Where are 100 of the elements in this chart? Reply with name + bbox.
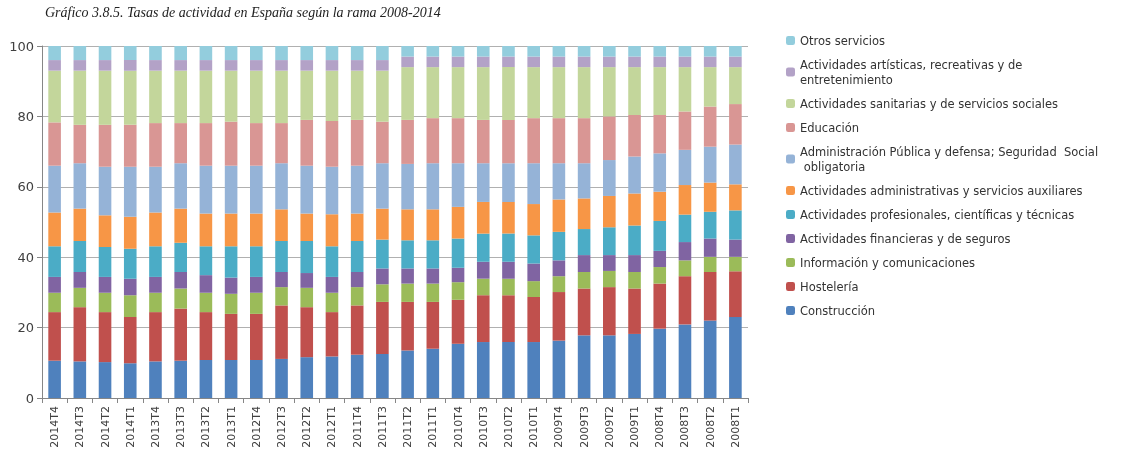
bar	[199, 312, 213, 360]
bar	[250, 165, 263, 214]
bar	[426, 67, 440, 119]
bar	[426, 56, 440, 68]
bar	[224, 313, 238, 360]
bar	[577, 288, 591, 336]
bar	[48, 165, 61, 213]
bar	[577, 118, 591, 164]
bar	[603, 116, 616, 161]
bar	[703, 146, 717, 183]
bar	[577, 46, 591, 57]
bar	[653, 56, 667, 68]
x-tick-label: 2008T4	[653, 406, 667, 448]
chart-title: Gráfico 3.8.5. Tasas de actividad en España según la rama 2008-2014	[45, 4, 441, 20]
legend-label: Actividades financieras y de seguros	[800, 231, 1011, 246]
bar	[401, 209, 414, 241]
bar	[552, 67, 566, 119]
bar	[250, 213, 263, 247]
bar	[552, 276, 566, 293]
bar	[300, 357, 314, 398]
bar	[250, 313, 263, 360]
bar	[275, 60, 288, 71]
bar	[350, 354, 364, 398]
bar	[451, 238, 465, 268]
bar	[577, 67, 591, 119]
bar	[703, 56, 717, 68]
bar	[476, 56, 490, 68]
bar	[603, 335, 616, 398]
bar	[653, 267, 667, 284]
bar	[401, 163, 414, 210]
bar	[577, 198, 591, 230]
bar	[476, 295, 490, 343]
bar	[199, 359, 213, 398]
bar	[224, 121, 238, 166]
x-tick-label: 2011T3	[375, 406, 389, 448]
bar	[350, 70, 364, 120]
legend-label: Administración Pública y defensa; Seguridad Social obligatoria	[800, 144, 1099, 174]
x-tick-label: 2012T2	[300, 406, 314, 448]
bar	[476, 46, 490, 57]
bar	[703, 67, 717, 107]
x-tick-label: 2013T1	[224, 406, 238, 448]
bar	[451, 206, 465, 239]
bar	[603, 67, 616, 117]
bar	[502, 163, 515, 202]
legend-label: Actividades sanitarias y de servicios sociales	[800, 96, 1059, 111]
bar	[199, 70, 213, 124]
bar	[729, 56, 742, 68]
bar	[300, 213, 314, 242]
bar	[552, 118, 566, 164]
bar	[350, 165, 364, 214]
x-tick-label: 2010T2	[501, 406, 515, 448]
bar	[73, 361, 87, 398]
bar	[174, 208, 187, 243]
bar	[603, 46, 616, 57]
legend-label: Actividades profesionales, científicas y técnicas	[800, 207, 1075, 222]
bar	[401, 56, 414, 68]
legend-label: Otros servicios	[800, 33, 886, 48]
bar	[729, 256, 742, 272]
bar	[73, 241, 87, 272]
bar	[224, 359, 238, 398]
x-tick-label: 2009T3	[577, 406, 591, 448]
x-tick-label: 2012T4	[249, 406, 263, 448]
bar	[300, 241, 314, 274]
bar	[325, 70, 339, 121]
bar	[350, 241, 364, 272]
bar	[123, 60, 137, 71]
bar	[451, 118, 465, 164]
bar	[123, 166, 137, 217]
bar	[250, 292, 263, 314]
bar	[123, 216, 137, 249]
bar	[376, 46, 389, 61]
x-tick-label: 2009T4	[552, 406, 566, 448]
bar	[174, 60, 187, 71]
bar	[401, 301, 414, 351]
bar	[451, 282, 465, 300]
bar	[678, 56, 692, 68]
bar	[350, 119, 364, 166]
bar	[350, 271, 364, 288]
bar	[325, 356, 339, 398]
bar	[401, 240, 414, 269]
bar	[552, 46, 566, 57]
x-tick-label: 2014T1	[123, 406, 137, 448]
bar	[426, 46, 440, 57]
bar	[552, 199, 566, 232]
bar	[174, 242, 187, 272]
bar	[603, 227, 616, 256]
bar	[199, 213, 213, 247]
bar	[729, 67, 742, 105]
bar	[149, 361, 162, 398]
bar	[527, 56, 540, 68]
bar	[376, 163, 389, 209]
bar	[628, 288, 641, 334]
bar	[73, 287, 87, 308]
bar	[48, 122, 61, 166]
bar	[48, 70, 61, 123]
bar	[73, 208, 87, 242]
bar	[48, 46, 61, 61]
bar	[476, 342, 490, 398]
bar	[653, 250, 667, 268]
bar	[325, 166, 339, 215]
